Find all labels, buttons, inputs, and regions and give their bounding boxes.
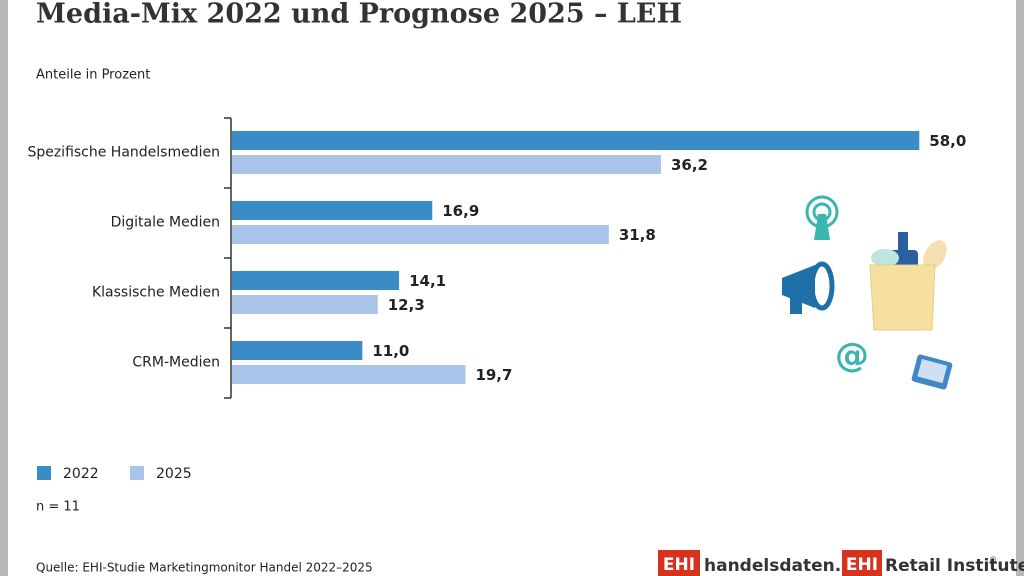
legend-label: 2022 [63, 466, 99, 482]
right-border [1016, 0, 1024, 576]
legend-swatch [130, 466, 144, 480]
bar [232, 225, 609, 244]
subtitle: Anteile in Prozent [36, 68, 150, 83]
illustration: @ [782, 195, 953, 390]
source: Quelle: EHI-Studie Marketingmonitor Hand… [36, 561, 373, 575]
value-label: 16,9 [442, 202, 479, 220]
category-label: CRM-Medien [132, 355, 220, 371]
category-label: Digitale Medien [111, 215, 220, 231]
value-label: 19,7 [475, 366, 512, 384]
bar [232, 341, 363, 360]
value-label: 58,0 [929, 132, 966, 150]
logo-ehi: EHI [663, 555, 695, 575]
legend-label: 2025 [156, 466, 192, 482]
category-label: Spezifische Handelsmedien [27, 145, 220, 161]
logo-institute: Retail Institute [885, 556, 1024, 576]
bar [232, 271, 400, 290]
bar [232, 155, 661, 174]
logo-site: handelsdaten.de [704, 556, 865, 576]
bar [232, 365, 466, 384]
category-separators [224, 117, 231, 399]
value-label: 12,3 [388, 296, 425, 314]
chart-title: Media-Mix 2022 und Prognose 2025 – LEH [36, 0, 682, 30]
category-label: Klassische Medien [92, 285, 220, 301]
legend-swatch [37, 466, 51, 480]
left-border [0, 0, 8, 576]
bar [232, 131, 920, 150]
bar [232, 295, 378, 314]
value-label: 14,1 [409, 272, 446, 290]
value-label: 36,2 [671, 156, 708, 174]
logo-box [842, 550, 882, 576]
value-label: 31,8 [619, 226, 656, 244]
note: n = 11 [36, 500, 80, 515]
svg-text:@: @ [835, 336, 869, 376]
value-label: 11,0 [372, 342, 409, 360]
bar [232, 201, 433, 220]
logo-ehi: EHI [846, 555, 878, 575]
logo-registered: ® [989, 556, 997, 565]
logo-box [658, 550, 700, 576]
